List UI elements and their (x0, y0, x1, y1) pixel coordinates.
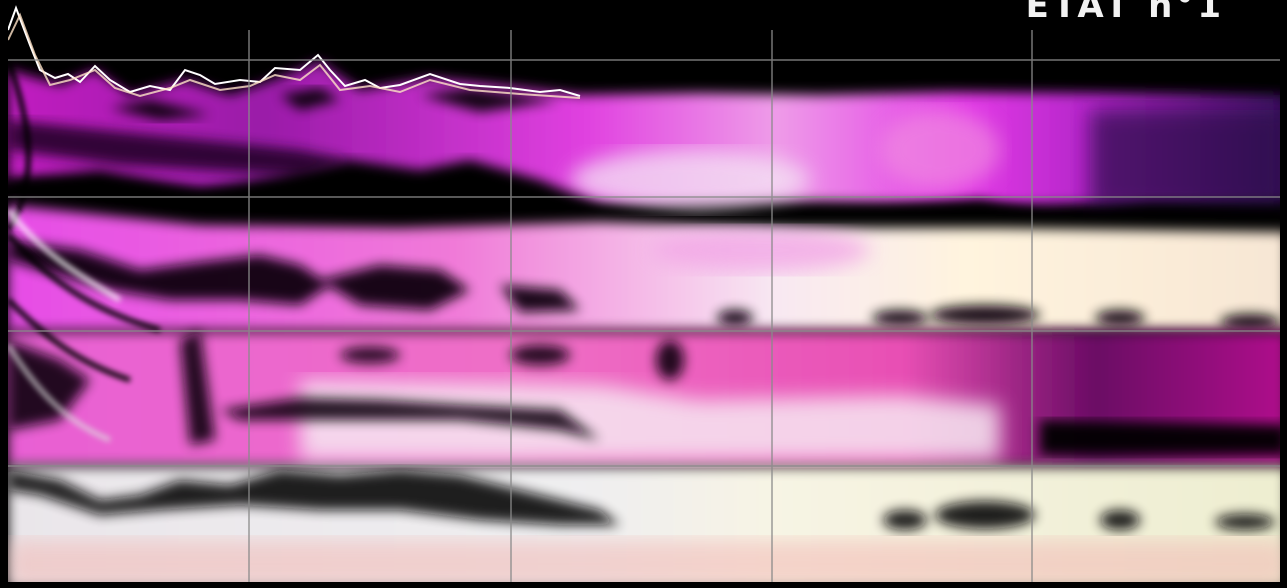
top-contour-line (7, 5, 581, 97)
band-highlight (570, 150, 810, 210)
band-pink-mid (8, 205, 1287, 330)
chart-title: ETAT n°1 (1025, 0, 1225, 26)
band-dark-1 (8, 160, 1287, 232)
grid (8, 30, 1280, 588)
